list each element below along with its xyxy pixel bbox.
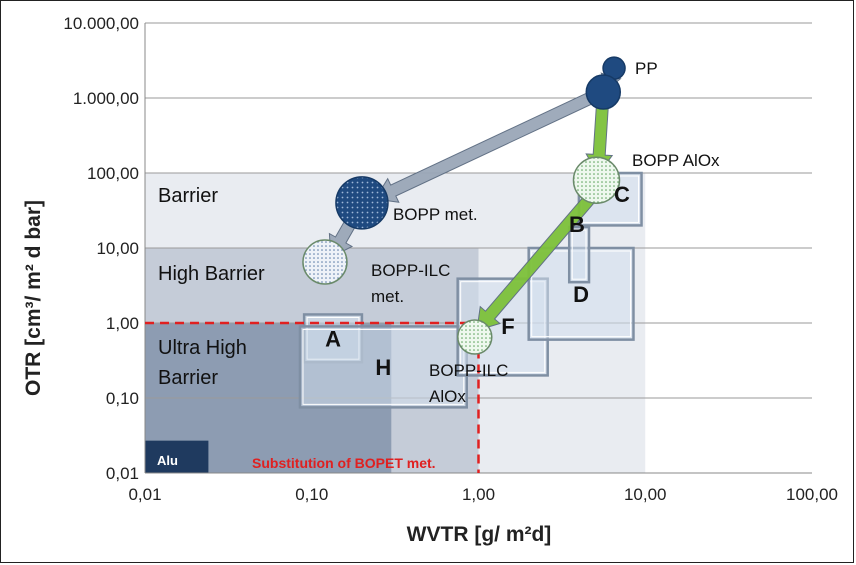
x-tick-label-4: 100,00	[786, 485, 838, 504]
x-tick-label-3: 10,00	[624, 485, 667, 504]
ticks-layer: 0,01 0,10 1,00 10,00 100,00 1.000,00 10.000,00…	[63, 14, 838, 504]
y-tick-label-5: 1.000,00	[73, 89, 139, 108]
y-tick-label-2: 1,00	[106, 314, 139, 333]
point-label-bopp-ilc-alox-line2: AlOx	[429, 387, 466, 406]
substitution-label: Substitution of BOPET met.	[252, 455, 436, 471]
zone-label-barrier: Barrier	[158, 185, 218, 207]
zone-label-alu: Alu	[157, 453, 178, 468]
labels-layer: Barrier High Barrier Ultra High Barrier Alu A…	[157, 59, 720, 471]
zone-label-high-barrier: High Barrier	[158, 263, 265, 285]
box-b	[567, 225, 591, 284]
point-label-pp: PP	[635, 59, 658, 78]
x-tick-label-0: 0,01	[128, 485, 161, 504]
box-label-c: C	[614, 182, 630, 207]
point-bopp-met	[335, 176, 389, 230]
x-tick-label-1: 0,10	[295, 485, 328, 504]
y-axis-title: OTR [cm³/ m² d bar]	[22, 200, 45, 396]
box-label-d: D	[573, 282, 589, 307]
box-label-f: F	[501, 314, 514, 339]
point-bopp-ilc-alox	[457, 319, 493, 355]
point-label-bopp-ilc-alox-line1: BOPP-ILC	[429, 361, 508, 380]
box-label-h: H	[375, 355, 391, 380]
x-tick-label-2: 1,00	[462, 485, 495, 504]
y-tick-label-6: 10.000,00	[63, 14, 139, 33]
point-label-bopp-ilc-met-line1: BOPP-ILC	[371, 261, 450, 280]
point-unlabeled-1	[585, 74, 622, 110]
y-tick-label-1: 0,10	[106, 389, 139, 408]
point-label-bopp-ilc-met-line2: met.	[371, 287, 404, 306]
points-layer	[302, 56, 626, 355]
x-axis-title: WVTR [g/ m²d]	[407, 523, 552, 546]
box-h	[298, 325, 468, 409]
point-label-bopp-alox: BOPP AlOx	[632, 151, 720, 170]
box-label-b: B	[569, 212, 585, 237]
y-tick-label-0: 0,01	[106, 464, 139, 483]
point-unlabeled-4	[302, 239, 348, 285]
point-bopp-alox	[572, 156, 621, 205]
zone-label-ultra-high-barrier-line2: Barrier	[158, 367, 218, 389]
point-label-bopp-met: BOPP met.	[393, 205, 478, 224]
grid-layer	[144, 22, 812, 474]
box-label-a: A	[325, 326, 341, 351]
zone-alu	[145, 440, 209, 473]
y-tick-label-4: 100,00	[87, 164, 139, 183]
zone-label-ultra-high-barrier-line1: Ultra High	[158, 337, 247, 359]
box-b-inner	[571, 229, 587, 280]
y-tick-label-3: 10,00	[96, 239, 139, 258]
